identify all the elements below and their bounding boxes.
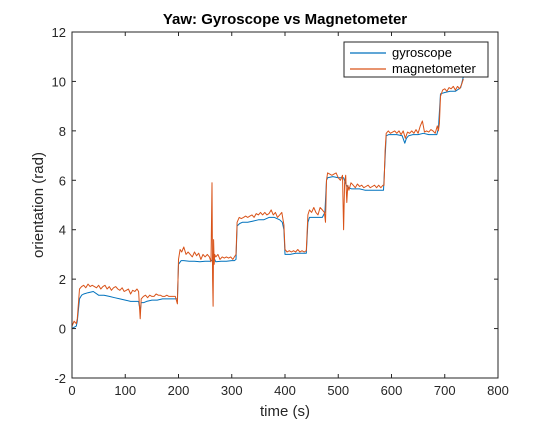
legend: gyroscope magnetometer [343, 41, 489, 78]
y-axis-label: orientation (rad) [30, 152, 47, 258]
legend-box [343, 41, 489, 78]
y-tick-label: 4 [59, 223, 66, 238]
plot-area [71, 76, 464, 330]
y-tick-label: 0 [59, 322, 66, 337]
y-tick-label: 10 [52, 74, 66, 89]
x-axis-label: time (s) [260, 403, 310, 420]
x-tick-label: 100 [114, 383, 136, 398]
x-tick-label: 700 [434, 383, 456, 398]
chart-title: Yaw: Gyroscope vs Magnetometer [163, 11, 407, 28]
y-tick-label: 6 [59, 173, 66, 188]
y-tick-label: -2 [54, 371, 66, 386]
legend-label-gyroscope: gyroscope [392, 45, 452, 60]
y-tick-label: 12 [52, 25, 66, 40]
x-axis-ticks: 0 100 200 300 400 500 600 700 800 [68, 32, 509, 398]
legend-label-magnetometer: magnetometer [392, 61, 476, 76]
y-axis-ticks: -2 0 2 4 6 8 10 12 [52, 25, 498, 386]
x-tick-label: 500 [327, 383, 349, 398]
x-tick-label: 0 [68, 383, 75, 398]
x-tick-label: 600 [381, 383, 403, 398]
x-tick-label: 400 [274, 383, 296, 398]
x-tick-label: 200 [168, 383, 190, 398]
y-tick-label: 2 [59, 272, 66, 287]
series-line-magnetometer [71, 78, 464, 327]
y-tick-label: 8 [59, 124, 66, 139]
x-tick-label: 800 [487, 383, 509, 398]
x-tick-label: 300 [221, 383, 243, 398]
